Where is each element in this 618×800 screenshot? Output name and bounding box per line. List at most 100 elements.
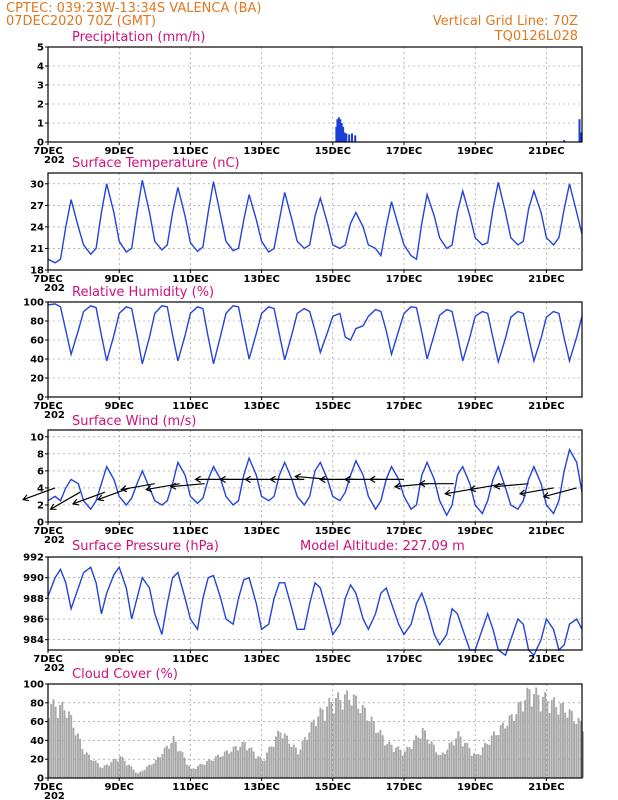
wind-arrow (368, 475, 404, 484)
cloud-bar (528, 689, 531, 778)
cloud-bar (524, 700, 527, 778)
cloud-bar (70, 715, 73, 778)
series-line (47, 303, 583, 365)
wind-arrow-head (169, 482, 177, 490)
cloud-bar (72, 727, 75, 778)
cloud-bar (312, 719, 315, 778)
cloud-bar (174, 741, 177, 778)
precipitation-title: Precipitation (mm/h) (72, 30, 205, 45)
cloud-bar (217, 754, 219, 778)
x-tick-label: 13DEC (243, 401, 279, 412)
cloud-bar (163, 747, 166, 778)
cloud-bar (132, 769, 135, 778)
cloud-bar (157, 756, 159, 778)
cloud-bar (161, 754, 164, 778)
cloud-bar (513, 721, 515, 778)
cloud-bar (319, 707, 322, 778)
cloud-bar (421, 728, 424, 778)
cloud-bar (432, 744, 435, 778)
cloud-bar (541, 696, 544, 778)
y-tick-label: 2 (37, 500, 44, 511)
panel-frame (47, 683, 583, 779)
cloud-bar (301, 740, 304, 778)
cloud-bar (335, 697, 337, 778)
cloud-bar (230, 751, 233, 778)
cloud-bar (148, 764, 151, 778)
cloud-bar (274, 736, 277, 778)
cloud-bar (123, 760, 126, 778)
x-tick-label: 21DEC (528, 274, 564, 285)
x-year-fragment: 202 (44, 663, 65, 674)
x-tick-label: 21DEC (528, 401, 564, 412)
x-tick-label: 9DEC (104, 274, 133, 285)
y-tick-label: 0 (37, 393, 44, 404)
wind-arrow-head (444, 489, 452, 497)
precip-bar (578, 119, 581, 142)
cloud-bar (535, 687, 538, 778)
cloud-bar (408, 747, 411, 778)
cloud-bar (348, 699, 351, 778)
cloud-bar (83, 754, 86, 778)
cloud-bar (486, 744, 489, 778)
cloud-bar (430, 741, 433, 778)
series-line (47, 180, 583, 264)
wind-arrow (518, 487, 554, 497)
y-tick-label: 24 (30, 222, 44, 233)
x-tick-label: 21DEC (528, 526, 564, 537)
cloud-bar (437, 754, 440, 778)
cloud-bar (308, 732, 311, 778)
panel-frame (47, 429, 583, 523)
temperature-title: Surface Temperature (nC) (72, 156, 240, 171)
cloud-bar (145, 766, 148, 778)
cloud-bar (564, 712, 567, 778)
cloud-bar (105, 764, 108, 778)
cloud-bar (99, 767, 102, 778)
cloud-bar (270, 746, 273, 778)
wind-arrow-head (194, 475, 202, 484)
cloud-bar (428, 743, 431, 778)
wind-arrow-head (219, 475, 226, 484)
x-tick-label: 17DEC (386, 274, 422, 285)
x-tick-label: 11DEC (172, 526, 208, 537)
cloud-bar (361, 704, 364, 778)
cloud-bar (377, 732, 380, 778)
y-tick-label: 100 (23, 680, 44, 691)
wind-arrow-head (96, 494, 104, 502)
x-tick-label: 9DEC (104, 146, 133, 157)
y-tick-label: 984 (23, 635, 44, 646)
cloud-bar (339, 700, 342, 778)
x-tick-label: 11DEC (172, 654, 208, 665)
cloud-bar (544, 692, 547, 778)
cloud-bar (477, 753, 480, 778)
wind-arrow-shaft (170, 483, 205, 488)
cloud-bar (197, 765, 199, 778)
cloud-bar (170, 743, 173, 778)
x-tick-label: 17DEC (386, 526, 422, 537)
cloud-bar (272, 746, 275, 778)
cloud-bar (263, 760, 266, 778)
y-tick-label: 100 (23, 298, 44, 309)
cloud-bar (239, 746, 242, 778)
panel-0: 0 1 2 3 4 5 7DEC 9DEC 11DEC 13DEC 15DEC 17DEC 19DEC 2… (33, 43, 583, 166)
y-tick-label: 40 (30, 736, 44, 747)
cloud-bar (493, 731, 495, 778)
cloud-bar (59, 705, 62, 778)
cloud-bar (444, 753, 446, 778)
precip-bar (337, 117, 340, 142)
wind-arrow-head (269, 475, 276, 484)
plots-layer: 0 1 2 3 4 5 7DEC 9DEC 11DEC 13DEC 15DEC 17DEC 19DEC 2… (22, 43, 584, 800)
y-tick-label: 2 (37, 100, 44, 111)
cloud-bar (294, 747, 297, 778)
y-tick-label: 8 (37, 449, 44, 460)
cloud-bar (116, 761, 119, 778)
x-tick-label: 7DEC (33, 526, 62, 537)
cloud-bar (139, 771, 142, 778)
cloud-bar (504, 728, 507, 778)
cloud-bar (110, 762, 113, 778)
cloud-bar (232, 746, 235, 778)
cloud-bar (317, 716, 320, 778)
precip-bar (336, 119, 339, 142)
wind-arrow (49, 491, 81, 510)
wind-arrow-head (542, 491, 550, 499)
x-tick-label: 19DEC (457, 146, 493, 157)
